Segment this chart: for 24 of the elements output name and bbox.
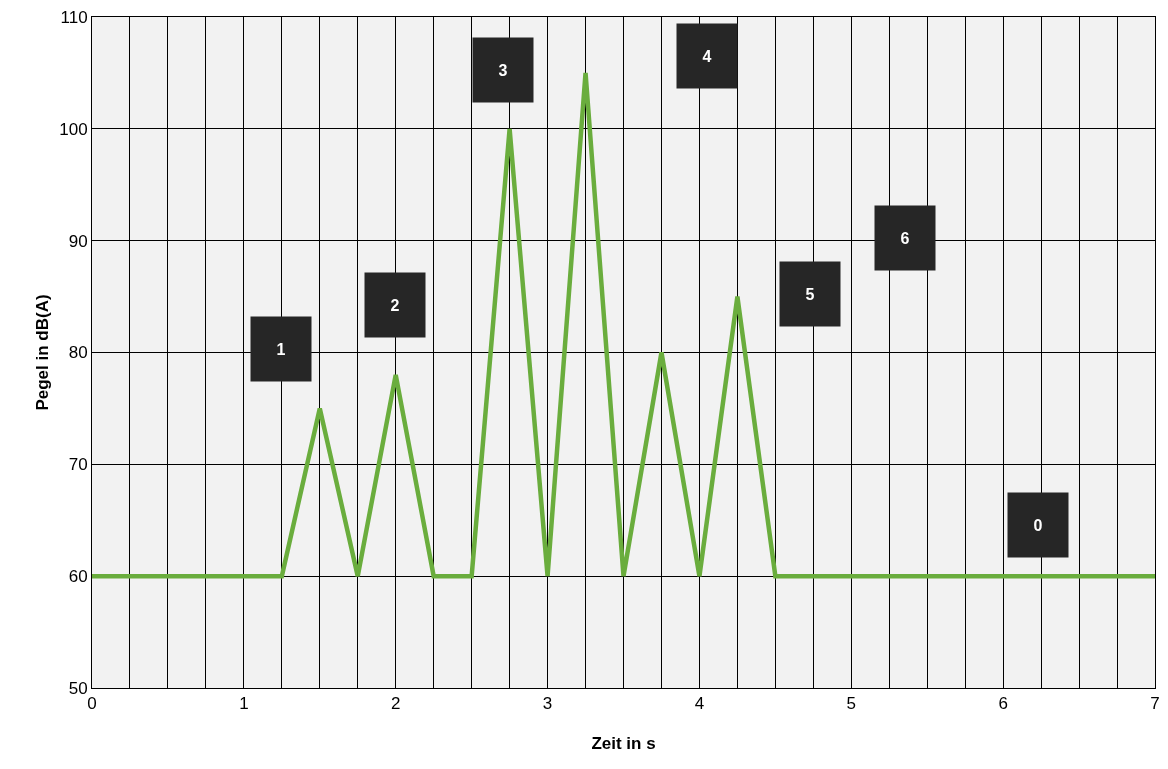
- x-tick-label: 7: [1150, 694, 1160, 714]
- y-tick-label: 90: [68, 231, 88, 251]
- x-tick-label: 5: [846, 694, 857, 714]
- x-tick-label: 1: [239, 694, 249, 714]
- annotation: 5: [805, 285, 815, 303]
- y-tick-label: 60: [68, 567, 88, 587]
- y-tick-label: 50: [68, 678, 88, 698]
- x-axis-title: Zeit in s: [591, 734, 656, 753]
- annotation: 3: [498, 61, 508, 79]
- annotation: 4: [702, 47, 712, 65]
- y-tick-label: 80: [68, 343, 88, 363]
- x-tick-label: 4: [694, 694, 705, 714]
- annotation: 6: [900, 229, 910, 247]
- x-tick-label: 3: [542, 694, 553, 714]
- annotation: 0: [1033, 516, 1043, 534]
- y-tick-label: 110: [60, 7, 88, 27]
- y-axis-title: Pegel in dB(A): [33, 294, 52, 411]
- annotation: 1: [276, 340, 286, 358]
- y-tick-label: 100: [59, 119, 88, 139]
- x-tick-label: 2: [390, 694, 401, 714]
- y-tick-label: 70: [68, 455, 88, 475]
- annotation: 2: [390, 296, 400, 314]
- x-tick-label: 0: [87, 694, 97, 714]
- x-tick-label: 6: [998, 694, 1008, 714]
